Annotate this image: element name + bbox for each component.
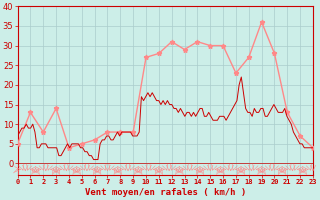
X-axis label: Vent moyen/en rafales ( km/h ): Vent moyen/en rafales ( km/h ) — [85, 188, 246, 197]
